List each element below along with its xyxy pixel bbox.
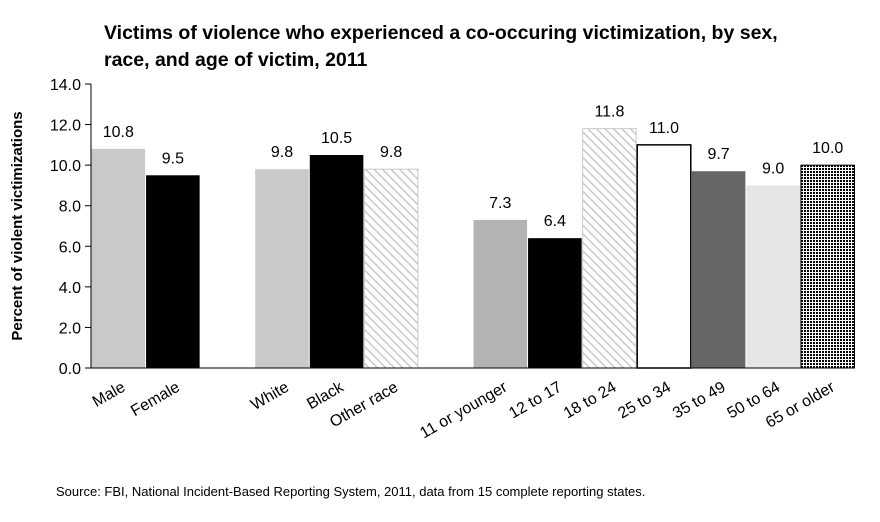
- y-axis-label: Percent of violent victimizations: [9, 111, 26, 340]
- data-label: 7.3: [489, 195, 511, 212]
- x-tick-label: 18 to 24: [561, 379, 620, 423]
- data-label: 9.0: [762, 160, 784, 177]
- y-tick-label: 6.0: [59, 239, 81, 256]
- y-tick-label: 8.0: [59, 199, 81, 216]
- x-tick-label: 25 to 34: [615, 379, 674, 423]
- data-label: 9.8: [271, 144, 293, 161]
- bar: [528, 238, 582, 368]
- bar: [636, 144, 692, 369]
- bar: [800, 164, 856, 369]
- bar: [746, 185, 800, 368]
- y-tick-label: 4.0: [59, 280, 81, 297]
- x-tick-label: White: [248, 379, 292, 414]
- data-label: 11.8: [594, 104, 624, 121]
- bar: [91, 148, 146, 368]
- bar: [473, 219, 528, 368]
- x-tick-label: 12 to 17: [506, 379, 565, 423]
- x-tick-label: Female: [128, 379, 183, 420]
- x-tick-label: 11 or younger: [417, 378, 511, 442]
- source-note: Source: FBI, National Incident-Based Rep…: [56, 484, 646, 499]
- y-tick-label: 14.0: [50, 77, 81, 94]
- chart-title: Victims of violence who experienced a co…: [104, 22, 778, 71]
- bar: [146, 175, 200, 368]
- data-label: 9.5: [162, 150, 184, 167]
- data-label: 6.4: [544, 213, 566, 230]
- data-label: 10.8: [103, 124, 134, 141]
- y-tick-label: 10.0: [50, 158, 81, 175]
- data-label: 11.0: [649, 120, 679, 137]
- data-label: 9.8: [380, 144, 402, 161]
- bar: [582, 128, 637, 369]
- bar: [691, 171, 746, 368]
- x-tick-label: 35 to 49: [670, 379, 729, 423]
- data-label: 10.0: [812, 140, 843, 157]
- bar: [363, 168, 419, 369]
- y-tick-label: 2.0: [59, 320, 81, 337]
- data-label: 10.5: [321, 130, 352, 147]
- y-tick-label: 0.0: [59, 361, 81, 378]
- bar: [255, 169, 309, 368]
- x-tick-label: Male: [90, 379, 129, 411]
- data-label: 9.7: [707, 146, 729, 163]
- y-tick-label: 12.0: [50, 118, 81, 135]
- bar: [309, 155, 364, 368]
